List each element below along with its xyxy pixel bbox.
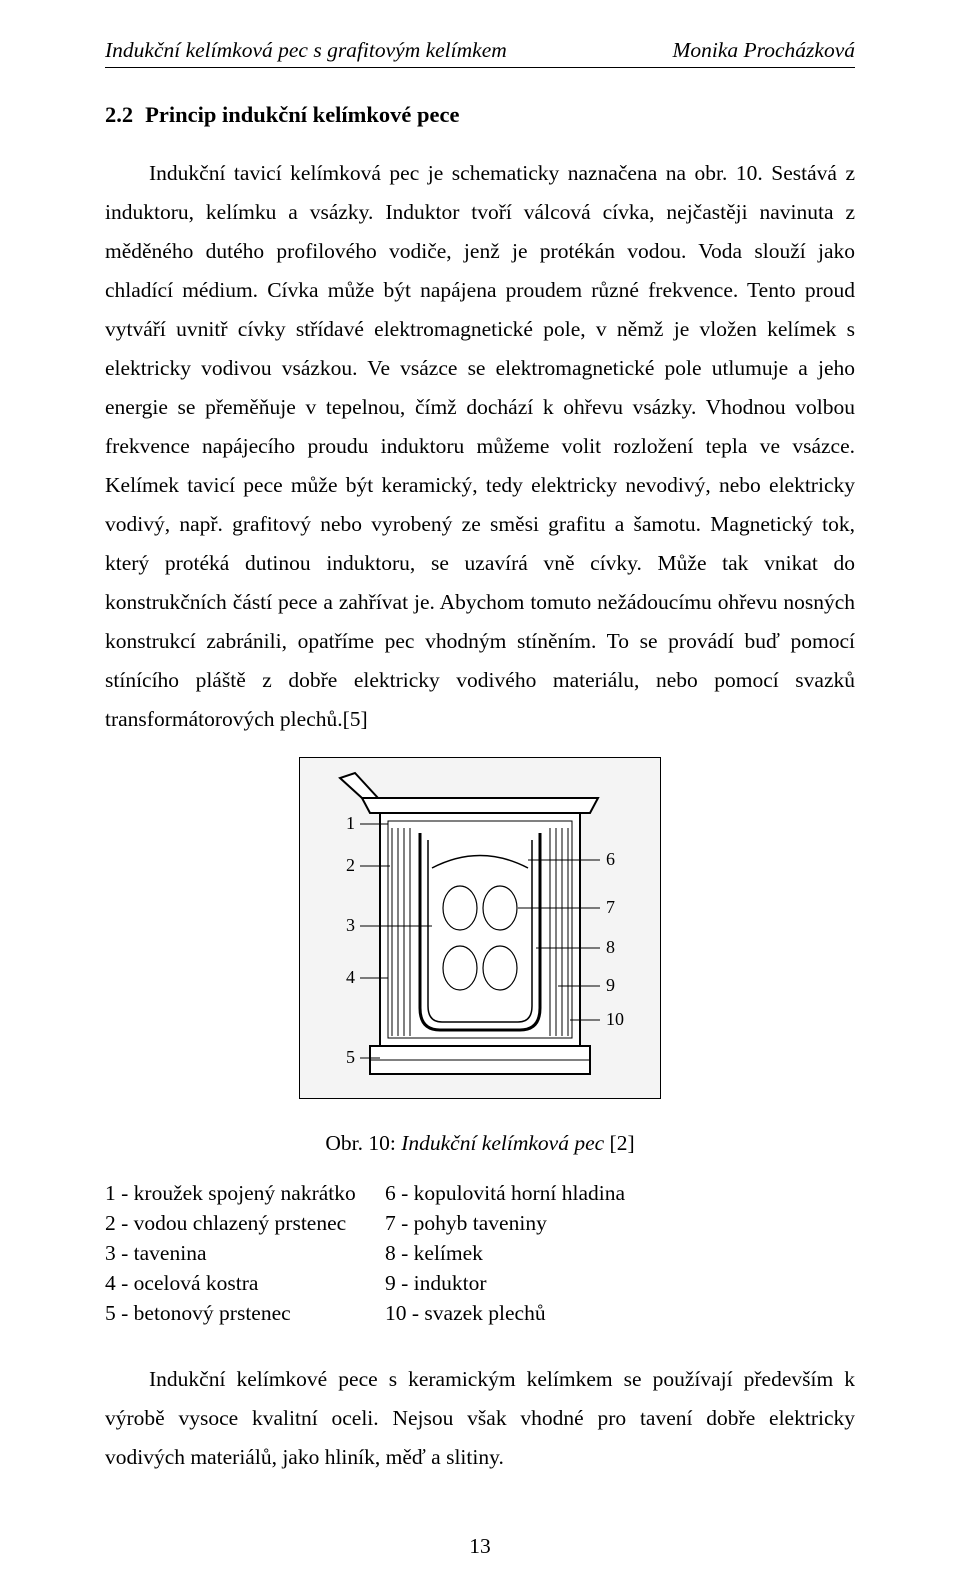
paragraph-2: Indukční kelímkové pece s keramickým kel… <box>105 1360 855 1477</box>
legend-right-col: 6 - kopulovitá horní hladina 7 - pohyb t… <box>385 1178 715 1328</box>
figure-legend: 1 - kroužek spojený nakrátko 2 - vodou c… <box>105 1178 855 1328</box>
caption-ref: [2] <box>604 1131 634 1155</box>
callout-10: 10 <box>606 1009 624 1029</box>
callout-1: 1 <box>346 813 355 833</box>
paragraph-1: Indukční tavicí kelímková pec je schemat… <box>105 154 855 739</box>
section-title: Princip indukční kelímkové pece <box>145 102 459 127</box>
figure-caption: Obr. 10: Indukční kelímková pec [2] <box>105 1131 855 1156</box>
callout-3: 3 <box>346 915 355 935</box>
callout-4: 4 <box>346 967 355 987</box>
page-number: 13 <box>0 1534 960 1559</box>
callout-8: 8 <box>606 937 615 957</box>
runhead-right: Monika Procházková <box>673 38 856 63</box>
caption-label: Obr. 10: <box>325 1131 401 1155</box>
section-number: 2.2 <box>105 102 133 127</box>
page: Indukční kelímková pec s grafitovým kelí… <box>0 0 960 1595</box>
runhead-left: Indukční kelímková pec s grafitovým kelí… <box>105 38 507 63</box>
header-rule <box>105 67 855 68</box>
figure-furnace-diagram: 1 2 3 4 5 6 7 8 9 10 <box>299 757 661 1099</box>
callout-2: 2 <box>346 855 355 875</box>
callout-6: 6 <box>606 849 615 869</box>
caption-title: Indukční kelímková pec <box>401 1131 604 1155</box>
legend-left-col: 1 - kroužek spojený nakrátko 2 - vodou c… <box>105 1178 385 1328</box>
running-head: Indukční kelímková pec s grafitovým kelí… <box>105 38 855 63</box>
callout-9: 9 <box>606 975 615 995</box>
furnace-svg: 1 2 3 4 5 6 7 8 9 10 <box>300 758 660 1098</box>
figure-wrapper: 1 2 3 4 5 6 7 8 9 10 Obr. 10: Indukční k… <box>105 757 855 1156</box>
callout-5: 5 <box>346 1047 355 1067</box>
callout-7: 7 <box>606 897 615 917</box>
section-heading: 2.2 Princip indukční kelímkové pece <box>105 102 855 128</box>
